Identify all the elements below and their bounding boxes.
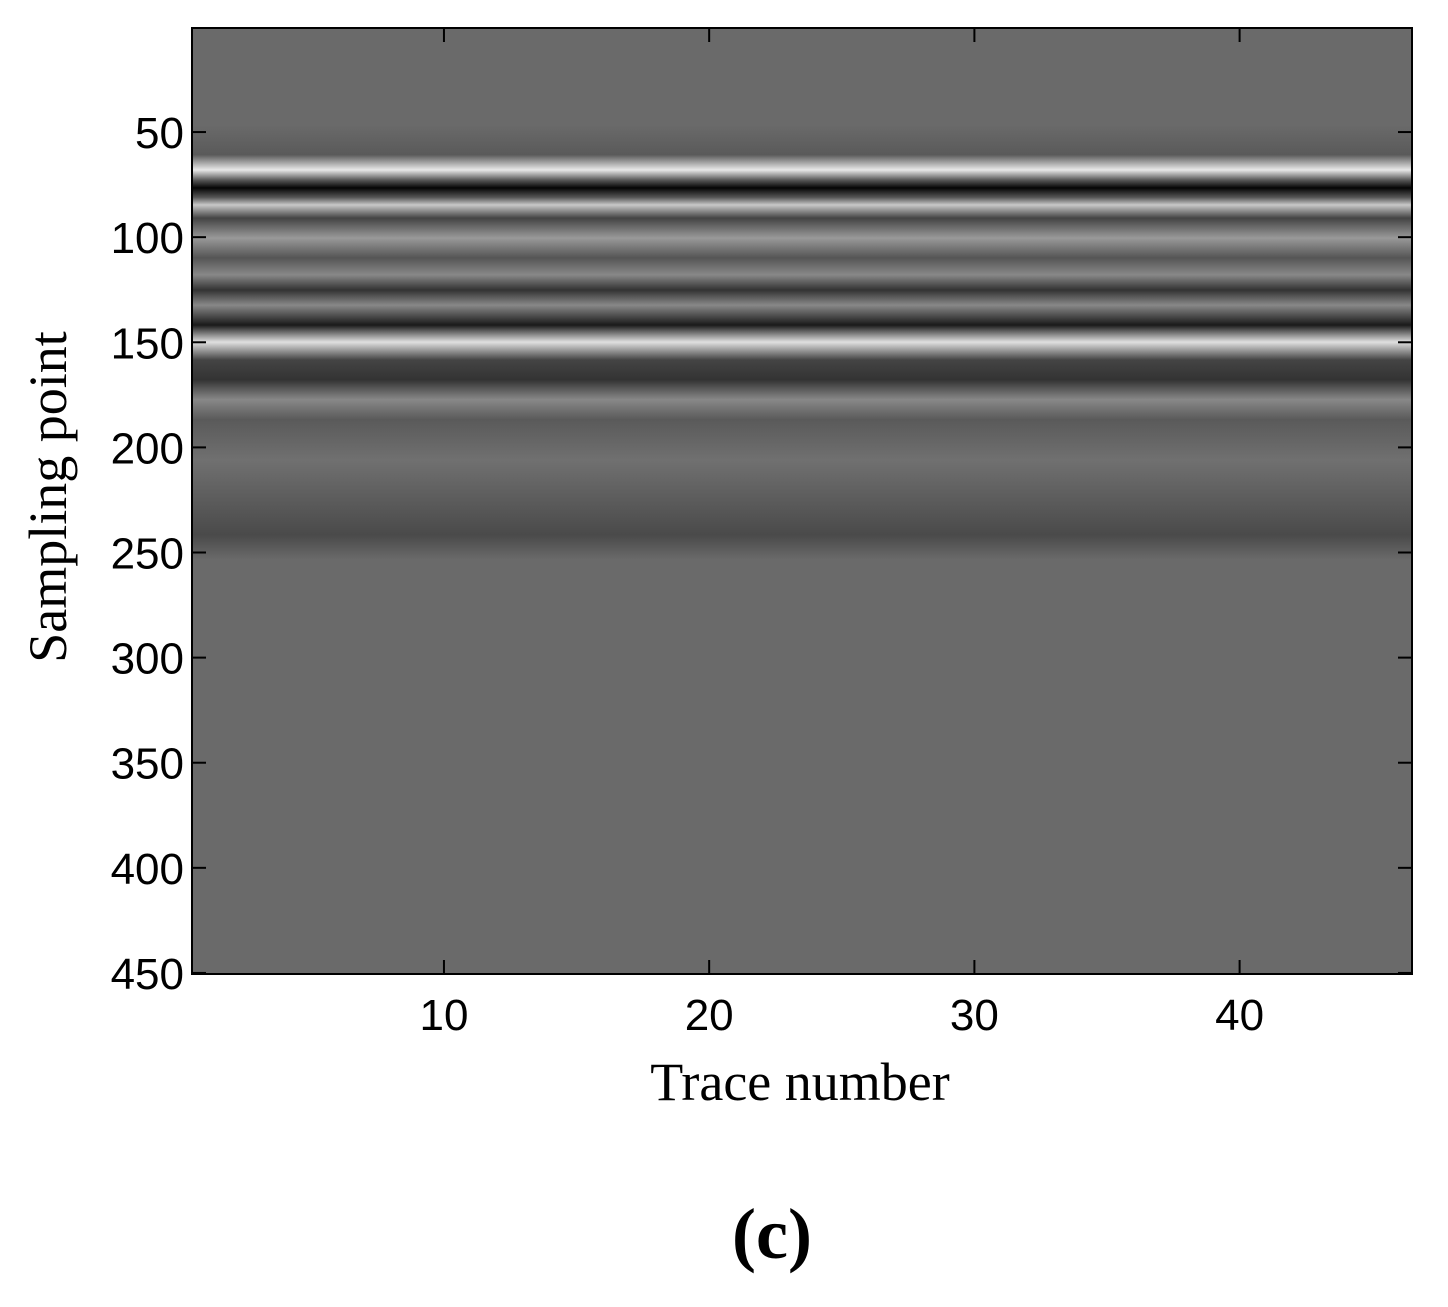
x-tick-label: 40 — [1215, 991, 1264, 1040]
y-tick-label: 150 — [111, 319, 184, 368]
y-tick-label: 50 — [135, 109, 184, 158]
y-tick-label: 100 — [111, 214, 184, 263]
y-tick-label: 250 — [111, 530, 184, 579]
y-tick-label: 200 — [111, 424, 184, 473]
x-tick-label: 20 — [685, 991, 734, 1040]
radargram-image — [192, 28, 1412, 974]
panel-label: (c) — [732, 1194, 812, 1274]
y-tick-label: 350 — [111, 740, 184, 789]
plot-frame — [191, 27, 1413, 975]
y-tick-label: 450 — [111, 950, 184, 999]
y-axis-label: Sampling point — [18, 331, 78, 663]
y-tick-label: 400 — [111, 845, 184, 894]
x-axis-label: Trace number — [650, 1052, 949, 1112]
y-tick-label: 300 — [111, 635, 184, 684]
x-tick-label: 10 — [419, 991, 468, 1040]
x-tick-label: 30 — [950, 991, 999, 1040]
